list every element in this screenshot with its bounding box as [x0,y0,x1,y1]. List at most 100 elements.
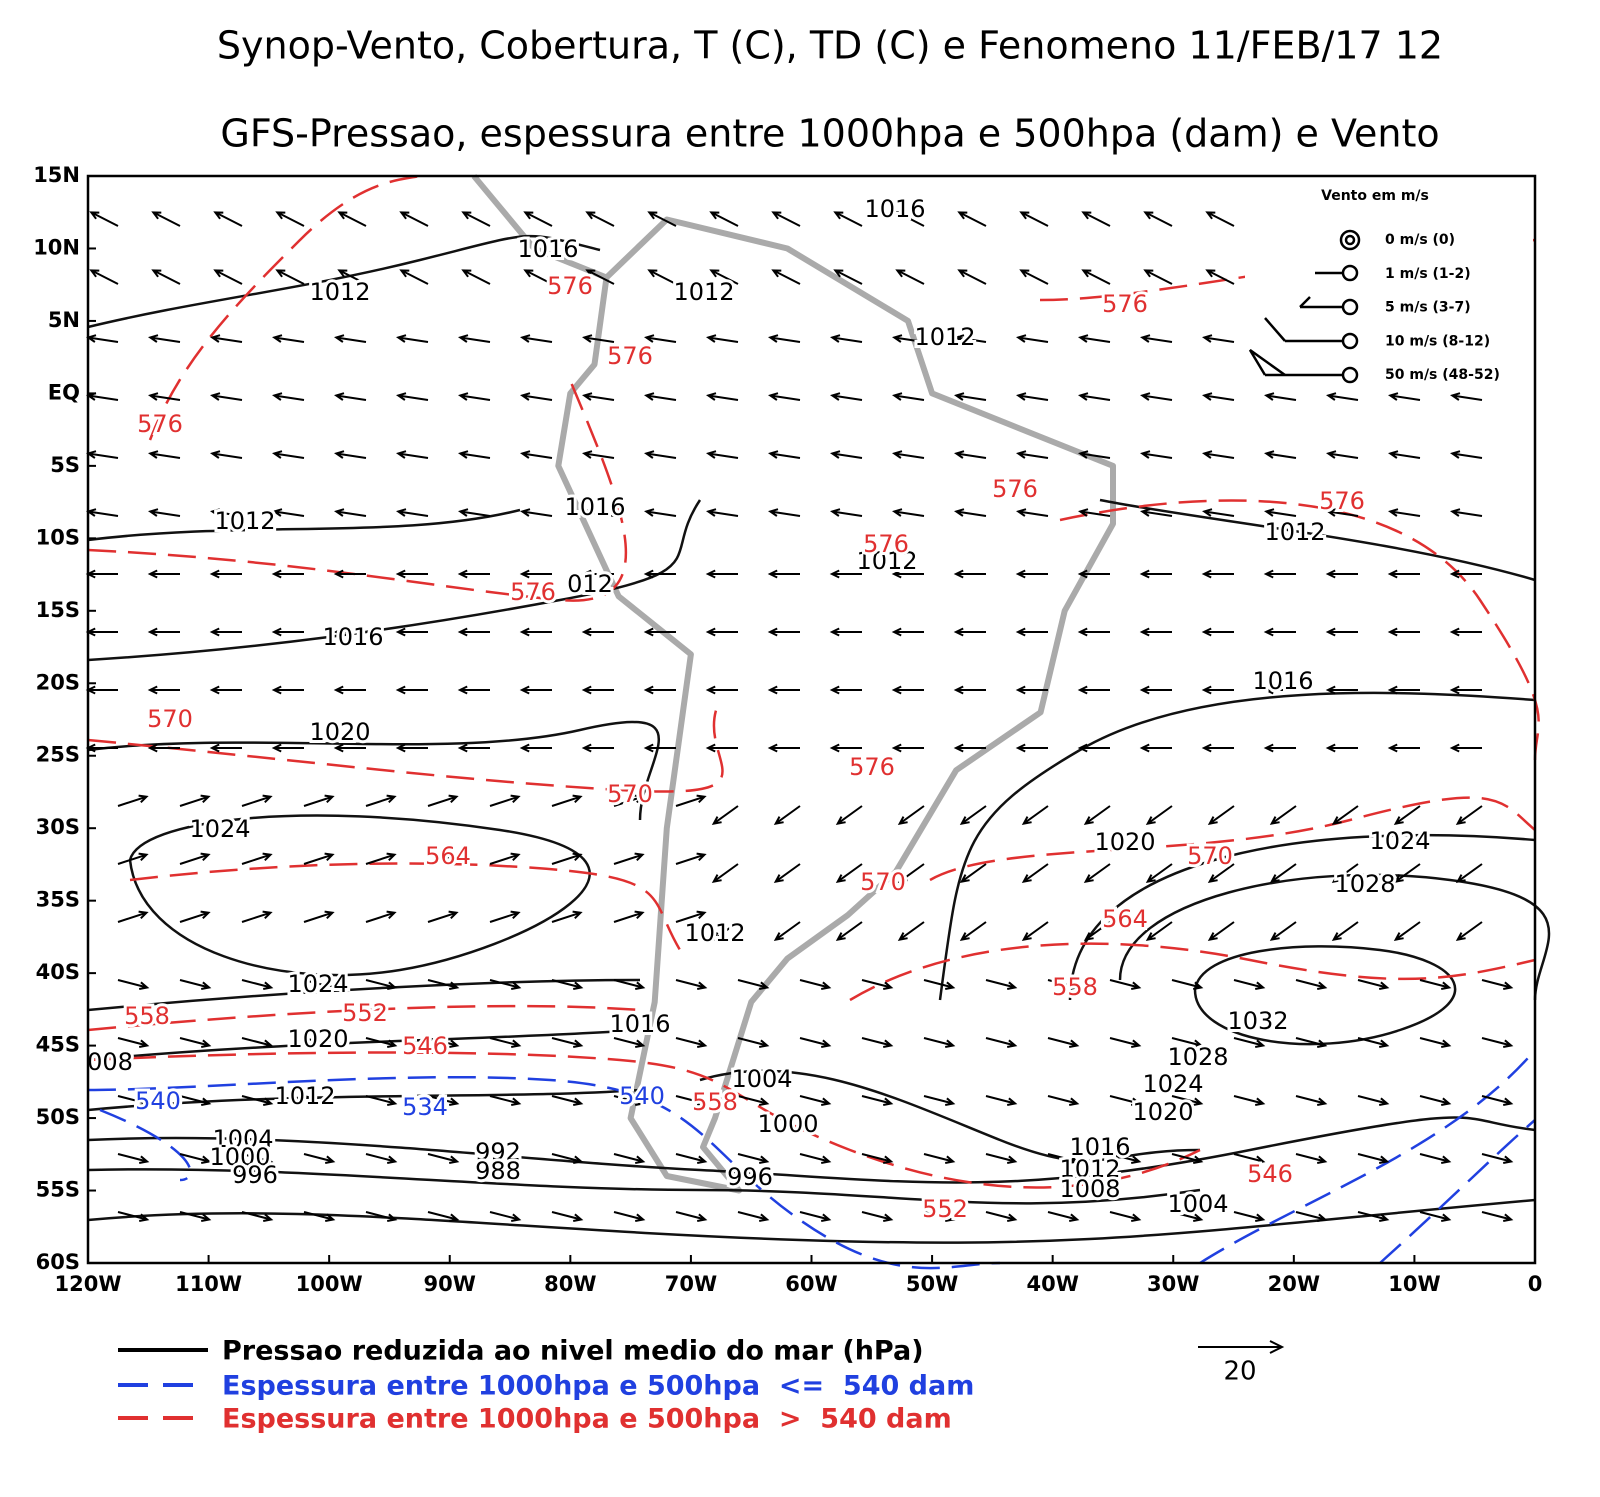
wind-arrow [85,569,118,579]
wind-arrow [985,1037,1018,1048]
wind-arrow [799,1211,832,1222]
x-tick-label: 30W [1147,1272,1199,1296]
wind-arrow [1140,508,1173,517]
x-tick-label: 40W [1026,1272,1078,1296]
wind-arrow [1481,1211,1514,1222]
wind-arrow [829,627,862,637]
x-tick-label: 0 [1528,1272,1543,1296]
wind-arrow [1357,1037,1390,1048]
wind-arrow [985,1211,1018,1222]
wind-arrow [1357,1211,1390,1222]
wind-arrow [1140,392,1173,401]
wind-arrow [272,508,305,517]
wind-arrow [705,569,738,579]
x-tick-label: 120W [55,1272,122,1296]
wind-arrow [117,1095,150,1106]
wind-arrow [953,627,986,637]
wind-arrow [897,863,925,883]
wind-arrow [1455,805,1483,825]
wind-arrow [1419,1211,1452,1222]
wind-arrow [396,450,429,459]
wind-arrow [643,743,676,753]
thickness-label: 570 [860,868,906,896]
wind-arrow [148,334,181,343]
isobar-label: 1012 [274,1082,335,1110]
wind-arrow [303,1211,336,1222]
wind-arrow [1202,392,1235,401]
wind-arrow [1015,685,1048,695]
isobar [1099,498,1536,582]
wind-arrow [365,852,397,865]
wind-arrow [891,743,924,753]
wind-arrow [365,1211,398,1222]
wind-arrow [147,685,180,695]
wind-field [85,211,1514,1222]
y-tick-label: 15N [33,163,80,187]
wind-arrow [957,269,987,285]
wind-arrow [585,269,615,285]
wind-arrow [1357,979,1390,990]
wind-arrow [396,392,429,401]
wind-arrow [1078,392,1111,401]
wind-arrow [147,627,180,637]
wind-arrow [1171,979,1204,990]
isobar-label: 1016 [1069,1133,1130,1161]
thickness-label: 540 [619,1082,665,1110]
wind-arrow [458,334,491,343]
isoline [1379,1119,1536,1264]
wind-arrow [1139,627,1172,637]
wind-arrow [1455,863,1483,883]
wind-arrow [711,921,739,941]
thickness-label: 570 [1187,842,1233,870]
wind-arrow [457,627,490,637]
wind-arrow [705,685,738,695]
isoline [929,796,1536,882]
y-tick-label: 50S [36,1105,80,1129]
wind-arrow [520,334,553,343]
wind-arrow [523,211,553,227]
wind-arrow [1450,508,1483,517]
wind-arrow [1145,863,1173,883]
y-tick-label: 55S [36,1178,80,1202]
wind-arrow [1207,863,1235,883]
wind-arrow [365,1153,398,1164]
isobar-label: 1004 [1167,1190,1228,1218]
wind-arrow [1325,743,1358,753]
wind-arrow [520,508,553,517]
thickness-label: 576 [510,578,556,606]
wind-arrow [737,1211,770,1222]
wind-arrow [519,743,552,753]
wind-arrow [1295,1211,1328,1222]
isobar-label: 1016 [864,195,925,223]
wind-arrow [151,211,181,227]
isobar [87,720,661,821]
wind-arrow [1455,921,1483,941]
wind-arrow [117,910,149,923]
wind-arrow [835,863,863,883]
wind-arrow [768,334,801,343]
isobar-label: 1000 [757,1110,818,1138]
wind-arrow [1269,863,1297,883]
x-tick-label: 60W [785,1272,837,1296]
wind-arrow [768,508,801,517]
wind-arrow [179,910,211,923]
wind-arrow [1331,921,1359,941]
wind-arrow [768,450,801,459]
wind-arrow [117,852,149,865]
wind-arrow [1450,392,1483,401]
wind-arrow [396,334,429,343]
wind-arrow [1139,569,1172,579]
wind-arrow [271,569,304,579]
wind-arrow [337,269,367,285]
wind-key-label: 50 m/s (48-52) [1385,367,1500,383]
y-tick-label: 10N [33,235,80,259]
wind-arrow [1207,921,1235,941]
wind-arrow [210,450,243,459]
wind-arrow [551,1211,584,1222]
wind-arrow [551,1037,584,1048]
key-symbol [1299,296,1311,308]
wind-arrow [489,1095,522,1106]
wind-arrow [489,910,521,923]
wind-arrow [1139,685,1172,695]
wind-key: Vento em m/s [1248,188,1429,384]
